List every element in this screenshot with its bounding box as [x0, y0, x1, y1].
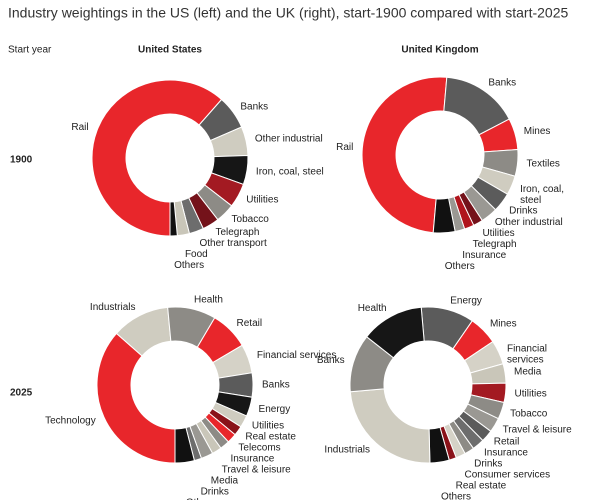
slice-label: Others	[441, 492, 471, 500]
slice-label: Drinks	[201, 486, 229, 497]
donut-slice	[169, 201, 178, 237]
donut-slice	[174, 427, 196, 464]
slice-label: Banks	[262, 380, 290, 391]
slice-label: Travel & leisure	[222, 464, 292, 475]
slice-label: Tobacco	[510, 408, 548, 419]
slice-label: Retail	[494, 437, 520, 448]
donut-slice	[366, 306, 425, 359]
row-title: 1900	[10, 155, 33, 166]
slice-label: Utilities	[252, 420, 284, 431]
slice-label: Drinks	[474, 459, 502, 470]
row-title: 2025	[10, 388, 33, 399]
slice-label: Telegraph	[473, 239, 517, 250]
slice-label: Mines	[524, 126, 551, 137]
slice-label: Others	[174, 260, 204, 271]
slice-label: Real estate	[245, 431, 296, 442]
slice-label: Utilities	[246, 195, 278, 206]
row-header: Start year	[8, 45, 52, 56]
slice-label: Rail	[336, 142, 353, 153]
slice-label: Industrials	[90, 302, 136, 313]
slice-label: Utilities	[515, 388, 547, 399]
slice-label: Technology	[45, 415, 96, 426]
slice-label: Insurance	[484, 448, 528, 459]
slice-label: Media	[211, 475, 239, 486]
slice-label: Food	[185, 249, 208, 260]
slice-label: Health	[194, 295, 223, 306]
slice-label: Insurance	[462, 250, 506, 261]
slice-label: Drinks	[509, 206, 537, 217]
slice-label: Banks	[317, 355, 345, 366]
slice-label: Banks	[240, 102, 268, 113]
slice-label: Health	[358, 303, 387, 314]
slice-label: Insurance	[230, 453, 274, 464]
slice-label: Utilities	[482, 228, 514, 239]
slice-label: Industrials	[324, 444, 370, 455]
donut-slice	[96, 332, 176, 464]
slice-label: Energy	[259, 404, 291, 415]
slice-label: Others	[445, 261, 475, 272]
chart-title: Industry weightings in the US (left) and…	[8, 5, 568, 21]
slice-label: Mines	[490, 319, 517, 330]
column-title: United Kingdom	[401, 45, 478, 56]
column-title: United States	[138, 45, 202, 56]
slice-label: Retail	[237, 318, 263, 329]
slice-label: Other industrial	[495, 217, 563, 228]
slice-label: Iron, coal, steel	[520, 184, 567, 206]
slice-label: Textiles	[527, 159, 560, 170]
slice-label: Energy	[450, 296, 482, 307]
slice-label: Others	[186, 497, 216, 500]
donut-slice	[432, 197, 456, 234]
donut-slice	[91, 79, 223, 237]
slice-label: Media	[514, 367, 542, 378]
slice-label: Banks	[488, 77, 516, 88]
slice-label: Tobacco	[232, 214, 270, 225]
slice-label: Real estate	[456, 481, 507, 492]
slice-label: Consumer services	[464, 470, 550, 481]
slice-label: Financial services	[257, 350, 336, 361]
slice-label: Rail	[71, 122, 88, 133]
slice-label: Iron, coal, steel	[256, 166, 324, 177]
slice-label: Telegraph	[215, 227, 259, 238]
slice-label: Travel & leisure	[503, 424, 573, 435]
donut-slice	[361, 76, 448, 234]
slice-label: Telecoms	[238, 442, 280, 453]
slice-label: Financial services	[507, 343, 550, 365]
slice-label: Other transport	[199, 238, 266, 249]
slice-label: Other industrial	[255, 134, 323, 145]
